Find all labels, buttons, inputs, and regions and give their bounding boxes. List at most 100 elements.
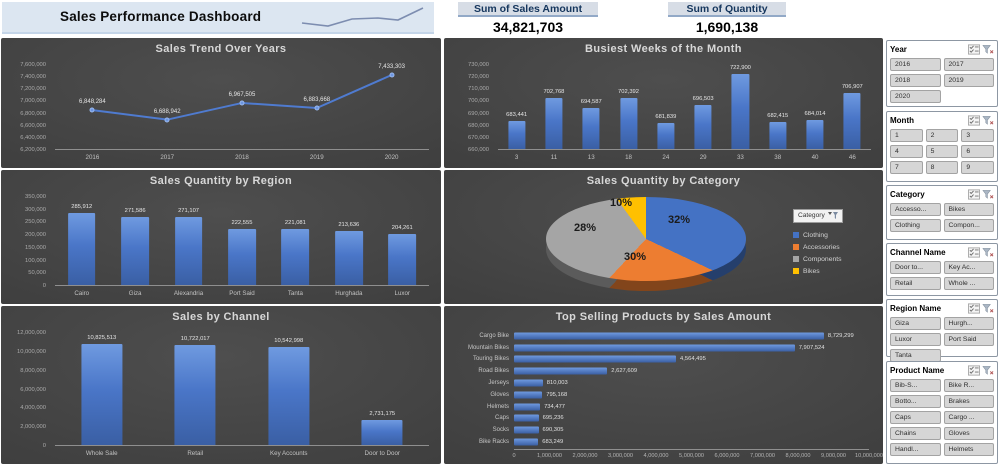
bar-29 xyxy=(694,105,712,149)
slicer-button-1[interactable]: 1 xyxy=(890,129,923,142)
page-title: Sales Performance Dashboard xyxy=(60,9,262,24)
slicer-button-chains[interactable]: Chains xyxy=(890,427,941,440)
slicer-button-2020[interactable]: 2020 xyxy=(890,90,941,103)
bar-slot: 702,392 xyxy=(610,65,647,149)
clear-filter-icon[interactable] xyxy=(982,365,994,376)
pie-slices xyxy=(546,197,746,281)
slicer-button-3[interactable]: 3 xyxy=(961,129,994,142)
bar-38 xyxy=(769,122,787,149)
slicer-button-botto[interactable]: Botto... xyxy=(890,395,941,408)
slicer-button-2[interactable]: 2 xyxy=(925,129,959,142)
slicer-button-caps[interactable]: Caps xyxy=(890,411,941,424)
bar-Port Said xyxy=(228,229,256,285)
slicer-button-2018[interactable]: 2018 xyxy=(890,74,941,87)
category-label: Helmets xyxy=(486,403,509,410)
slicer-button-hurgh[interactable]: Hurgh... xyxy=(943,317,994,330)
slicer-button-accesso[interactable]: Accesso... xyxy=(890,203,941,216)
multiselect-icon[interactable] xyxy=(968,365,980,376)
data-label: 694,587 xyxy=(580,98,602,105)
slicer-button-7[interactable]: 7 xyxy=(890,161,923,174)
multiselect-icon[interactable] xyxy=(968,189,980,200)
slicer-month: Month 1 2 3 4 5 6 7 8 9 xyxy=(886,111,998,182)
slicer-button-2017[interactable]: 2017 xyxy=(943,58,994,71)
bar-Road Bikes xyxy=(514,367,608,375)
x-tick-label: 2,000,000 xyxy=(572,453,598,459)
bar-Tanta xyxy=(281,229,310,285)
slicer-button-handl[interactable]: Handl... xyxy=(890,443,941,456)
slicer-button-door-to[interactable]: Door to... xyxy=(890,261,941,274)
legend-filter-button[interactable]: Category xyxy=(793,208,843,223)
y-tick-label: 8,000,000 xyxy=(20,367,46,374)
slicer-button-cargo[interactable]: Cargo ... xyxy=(943,411,994,424)
data-label: 795,168 xyxy=(546,391,568,398)
data-point-2017 xyxy=(164,117,170,123)
x-tick-label: 24 xyxy=(662,154,670,161)
bar-slot: 2,731,175 xyxy=(336,333,430,445)
slicer-button-helmets[interactable]: Helmets xyxy=(943,443,994,456)
y-tick-label: 150,000 xyxy=(25,244,46,251)
clear-filter-icon[interactable] xyxy=(982,44,994,55)
data-label: 734,477 xyxy=(544,403,566,410)
slicer-title: Product Name xyxy=(890,366,945,375)
y-tick-label: 200,000 xyxy=(25,232,46,239)
bar-slot: 722,900 xyxy=(722,65,759,149)
chart-title: Sales Trend Over Years xyxy=(155,43,287,55)
bar-track: 795,168 xyxy=(514,389,869,401)
slicer-button-5[interactable]: 5 xyxy=(925,145,959,158)
bar-slot: 10,542,998 xyxy=(242,333,336,445)
x-tick-label: 29 xyxy=(699,154,707,161)
data-label: 10,825,513 xyxy=(87,334,117,341)
y-tick-label: 6,800,000 xyxy=(20,110,46,117)
slicer-button-9[interactable]: 9 xyxy=(961,161,994,174)
slicer-button-4[interactable]: 4 xyxy=(890,145,923,158)
bar-slot: 271,107 xyxy=(162,197,215,285)
slicer-button-2019[interactable]: 2019 xyxy=(943,74,994,87)
slicer-button-6[interactable]: 6 xyxy=(961,145,994,158)
clear-filter-icon[interactable] xyxy=(982,115,994,126)
multiselect-icon[interactable] xyxy=(968,44,980,55)
multiselect-icon[interactable] xyxy=(968,247,980,258)
bar-slot: 702,768 xyxy=(535,65,572,149)
bar-Door to Door xyxy=(361,419,403,445)
y-tick-label: 6,400,000 xyxy=(20,134,46,141)
data-label: 690,305 xyxy=(542,427,564,434)
y-tick-label: 10,000,000 xyxy=(16,348,46,355)
pie: 32% 30% 28% 10% xyxy=(540,194,752,300)
bar-11 xyxy=(545,97,563,149)
x-axis: 3 11 13 18 24 29 33 38 40 46 xyxy=(498,151,871,164)
slicer-button-2016[interactable]: 2016 xyxy=(890,58,941,71)
multiselect-icon[interactable] xyxy=(968,115,980,126)
bar-slot: 706,907 xyxy=(834,65,871,149)
legend-filter-label: Category xyxy=(798,212,825,219)
clear-filter-icon[interactable] xyxy=(982,303,994,314)
slicer-button-8[interactable]: 8 xyxy=(925,161,959,174)
x-axis: 2016 2017 2018 2019 2020 xyxy=(55,151,429,164)
bar-track: 734,477 xyxy=(514,401,869,413)
slicer-button-port-said[interactable]: Port Said xyxy=(943,333,994,346)
slicer-button-compon[interactable]: Compon... xyxy=(943,219,994,232)
bar-track: 7,907,524 xyxy=(514,342,869,354)
slicer-button-whole[interactable]: Whole ... xyxy=(943,277,994,290)
x-tick-label: 3,000,000 xyxy=(608,453,633,459)
slicer-button-giza[interactable]: Giza xyxy=(890,317,941,330)
category-label: Cargo Bike xyxy=(479,332,509,339)
slicer-button-gloves[interactable]: Gloves xyxy=(943,427,994,440)
multiselect-icon[interactable] xyxy=(968,303,980,314)
category-label: Bike Racks xyxy=(478,439,509,446)
x-tick-label: Hurghada xyxy=(335,290,363,297)
slicer-button-retail[interactable]: Retail xyxy=(890,277,941,290)
slicer-button-clothing[interactable]: Clothing xyxy=(890,219,941,232)
clear-filter-icon[interactable] xyxy=(982,247,994,258)
clear-filter-icon[interactable] xyxy=(982,189,994,200)
data-label: 204,261 xyxy=(391,224,413,231)
slicer-button-luxor[interactable]: Luxor xyxy=(890,333,941,346)
slicer-button-brakes[interactable]: Brakes xyxy=(943,395,994,408)
slicer-button-bib-s[interactable]: Bib-S... xyxy=(890,379,941,392)
slicer-button-bike-r[interactable]: Bike R... xyxy=(943,379,994,392)
slicer-button-bikes[interactable]: Bikes xyxy=(943,203,994,216)
bar-13 xyxy=(582,107,600,149)
slicer-button-key-ac[interactable]: Key Ac... xyxy=(943,261,994,274)
bar-rows: Cargo Bike 8,729,299 Mountain Bikes 7,907,5… xyxy=(452,330,869,448)
